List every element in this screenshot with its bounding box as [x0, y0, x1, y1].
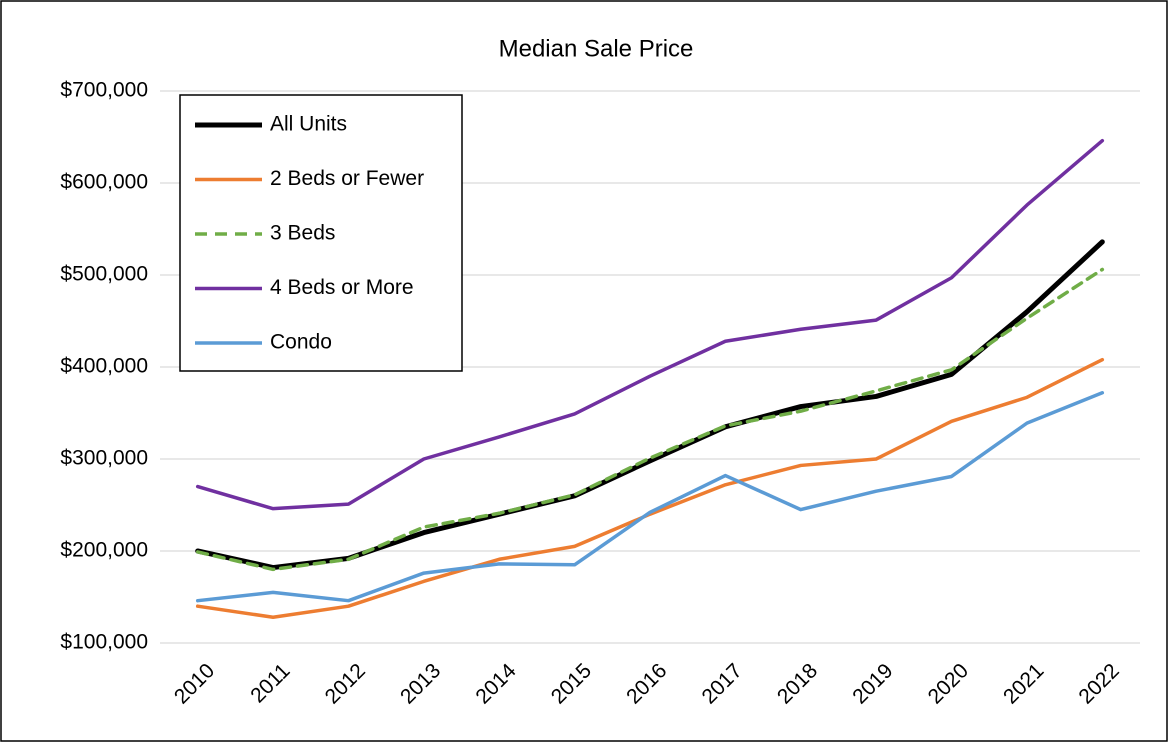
- y-tick-label: $500,000: [60, 263, 148, 286]
- series-line: [195, 267, 1105, 572]
- y-tick-label: $300,000: [60, 447, 148, 470]
- y-tick-label: $100,000: [60, 631, 148, 654]
- series-line: [195, 138, 1105, 511]
- legend-label: 4 Beds or More: [270, 276, 414, 299]
- legend-label: All Units: [270, 113, 347, 136]
- y-tick-label: $700,000: [60, 79, 148, 102]
- chart-title: Median Sale Price: [499, 35, 694, 62]
- y-tick-label: $400,000: [60, 355, 148, 378]
- y-tick-label: $200,000: [60, 539, 148, 562]
- legend-label: 2 Beds or Fewer: [270, 167, 424, 190]
- series-line: [195, 391, 1105, 603]
- legend-label: 3 Beds: [270, 222, 335, 245]
- y-tick-label: $600,000: [60, 171, 148, 194]
- legend: All Units 2 Beds or Fewer 3 Beds 4 Beds or …: [179, 94, 463, 372]
- legend-label: Condo: [270, 331, 332, 354]
